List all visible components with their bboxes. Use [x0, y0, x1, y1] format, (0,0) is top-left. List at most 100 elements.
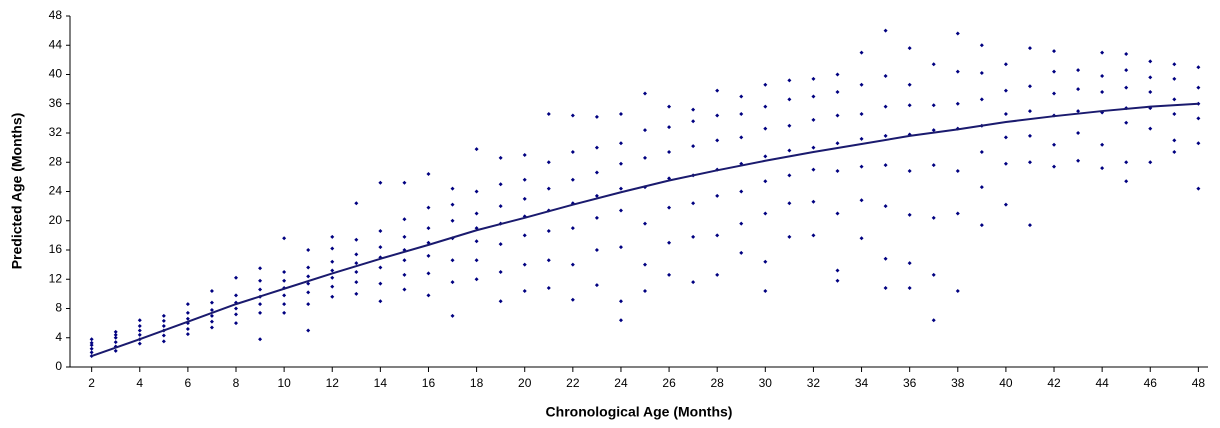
- point: [426, 205, 431, 210]
- point: [306, 248, 311, 252]
- point: [137, 341, 142, 346]
- point: [618, 186, 623, 191]
- point: [594, 170, 599, 175]
- point: [859, 136, 864, 141]
- x-tick-label: 18: [470, 376, 484, 390]
- point: [811, 167, 816, 172]
- point: [522, 177, 527, 182]
- point: [258, 287, 263, 292]
- point: [979, 223, 984, 228]
- point: [763, 288, 768, 293]
- point: [907, 212, 912, 217]
- point: [498, 155, 503, 160]
- point: [522, 152, 527, 157]
- point: [450, 313, 455, 318]
- point: [1100, 142, 1105, 147]
- point: [955, 101, 960, 106]
- point: [1148, 160, 1153, 165]
- point: [594, 283, 599, 288]
- point: [859, 50, 864, 55]
- point: [787, 201, 792, 206]
- point: [883, 256, 888, 261]
- point: [306, 281, 311, 286]
- point: [209, 325, 214, 330]
- point: [306, 290, 311, 295]
- point: [955, 211, 960, 216]
- point: [234, 312, 239, 317]
- point: [667, 272, 672, 277]
- point: [282, 269, 287, 274]
- point: [1100, 50, 1105, 55]
- point: [1124, 68, 1129, 73]
- point: [426, 271, 431, 276]
- point: [931, 318, 936, 323]
- point: [1027, 133, 1032, 138]
- point: [955, 69, 960, 74]
- point: [234, 321, 239, 326]
- point: [691, 144, 696, 149]
- point: [739, 135, 744, 140]
- point: [715, 88, 720, 93]
- point: [835, 72, 840, 77]
- point: [546, 111, 551, 116]
- x-tick-label: 6: [185, 376, 192, 390]
- point: [1076, 158, 1081, 163]
- point: [787, 78, 792, 83]
- point: [835, 169, 840, 174]
- point: [498, 242, 503, 247]
- point: [763, 259, 768, 264]
- point: [1027, 160, 1032, 165]
- point: [402, 217, 407, 222]
- point: [763, 104, 768, 109]
- point: [378, 228, 383, 233]
- point: [643, 91, 648, 96]
- point: [330, 284, 335, 289]
- point: [643, 221, 648, 226]
- point: [89, 346, 94, 351]
- y-tick-label: 16: [49, 242, 63, 256]
- point: [1196, 65, 1201, 70]
- point: [667, 125, 672, 130]
- point: [907, 286, 912, 291]
- point: [859, 198, 864, 203]
- point: [137, 328, 142, 333]
- point: [209, 300, 214, 305]
- point: [1172, 62, 1177, 67]
- point: [667, 240, 672, 245]
- point: [306, 274, 311, 279]
- point: [161, 318, 166, 323]
- point: [378, 281, 383, 286]
- point: [1052, 164, 1057, 169]
- point: [546, 186, 551, 191]
- trend-line: [91, 102, 1199, 357]
- point: [498, 182, 503, 187]
- point: [1052, 91, 1057, 96]
- point: [1076, 68, 1081, 73]
- point: [643, 288, 648, 293]
- point: [1196, 85, 1201, 90]
- point: [931, 62, 936, 67]
- point: [402, 234, 407, 239]
- point: [354, 201, 359, 206]
- point: [691, 234, 696, 239]
- point: [1124, 120, 1129, 125]
- point: [979, 97, 984, 102]
- point: [594, 114, 599, 119]
- point: [474, 239, 479, 244]
- y-tick-label: 48: [49, 8, 63, 22]
- point: [185, 302, 190, 307]
- point: [1148, 90, 1153, 95]
- point: [89, 337, 94, 342]
- point: [89, 350, 94, 355]
- point: [715, 113, 720, 118]
- point: [282, 310, 287, 315]
- point: [835, 141, 840, 146]
- point: [1076, 87, 1081, 92]
- y-tick-label: 40: [49, 67, 63, 81]
- x-tick-label: 28: [711, 376, 725, 390]
- point: [474, 258, 479, 263]
- point: [498, 204, 503, 209]
- x-tick-label: 14: [374, 376, 388, 390]
- point: [883, 163, 888, 168]
